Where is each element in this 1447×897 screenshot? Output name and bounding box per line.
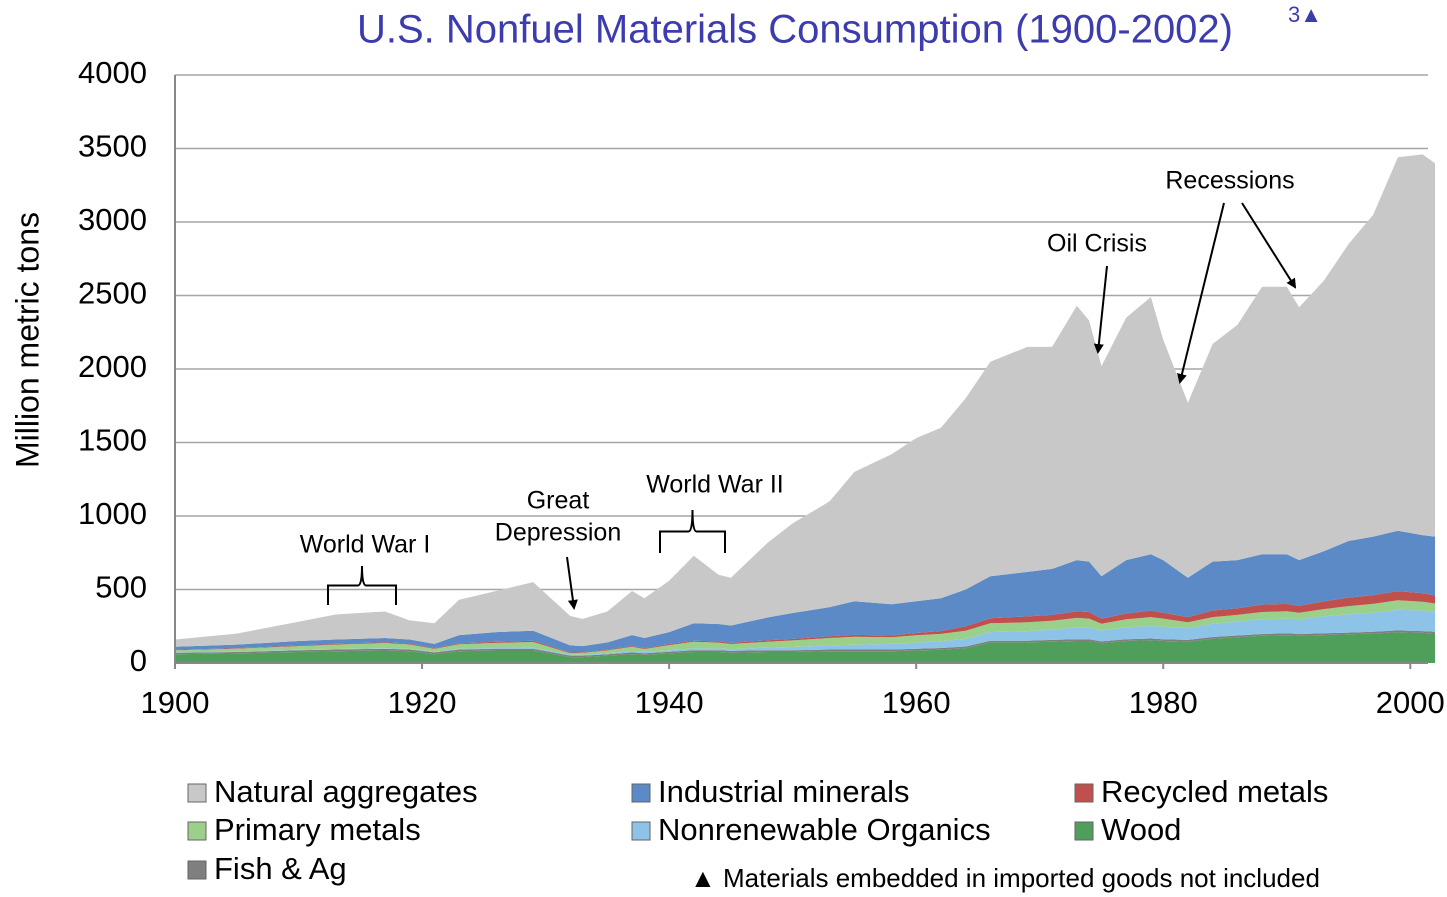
y-tick-label: 2000 (78, 349, 147, 384)
annotation: Depression (495, 519, 621, 547)
arrow (1241, 202, 1297, 289)
area (175, 609, 1435, 656)
legend-label: Primary metals (214, 812, 421, 847)
y-axis-label: Million metric tons (9, 212, 45, 468)
legend-label: Industrial minerals (658, 774, 910, 809)
legend-swatch (187, 783, 207, 803)
x-tick-label: 1980 (1129, 685, 1198, 720)
legend-swatch (1074, 783, 1094, 803)
area (175, 154, 1435, 647)
annotation: Recessions (1165, 167, 1294, 195)
legend-swatch (631, 783, 651, 803)
annotation: Oil Crisis (1047, 230, 1147, 258)
arrow (566, 556, 578, 610)
annotation: World War I (300, 531, 431, 559)
y-tick-label: 0 (130, 643, 147, 678)
x-tick-label: 1900 (141, 685, 210, 720)
x-tick-label: 1940 (635, 685, 704, 720)
area (175, 630, 1435, 658)
legend-swatch (1074, 821, 1094, 841)
x-tick-label: 2000 (1376, 685, 1445, 720)
legend-label: Natural aggregates (214, 774, 478, 809)
legend-label: Nonrenewable Organics (658, 812, 991, 847)
legend-swatch (187, 860, 207, 880)
annotation: World War II (646, 471, 784, 499)
y-tick-label: 1500 (78, 423, 147, 458)
legend-swatch (187, 821, 207, 841)
area (175, 600, 1435, 655)
y-tick-label: 3500 (78, 129, 147, 164)
legend-swatch (631, 821, 651, 841)
y-tick-label: 4000 (78, 55, 147, 90)
arrow (1093, 265, 1108, 354)
x-tick-label: 1920 (388, 685, 457, 720)
annotation: Great (527, 487, 590, 515)
footnote: ▲ Materials embedded in imported goods n… (690, 863, 1320, 893)
area (175, 530, 1435, 653)
brace (327, 565, 397, 605)
y-tick-label: 500 (95, 570, 147, 605)
title-note: 3▲ (1288, 2, 1322, 27)
area (175, 632, 1435, 663)
y-tick-label: 3000 (78, 202, 147, 237)
legend-label: Wood (1101, 812, 1181, 847)
y-tick-label: 2500 (78, 276, 147, 311)
brace (659, 509, 726, 553)
x-tick-label: 1960 (882, 685, 951, 720)
legend-label: Fish & Ag (214, 851, 347, 886)
y-tick-label: 1000 (78, 496, 147, 531)
arrow (1177, 202, 1225, 384)
chart-title: U.S. Nonfuel Materials Consumption (1900… (357, 8, 1233, 52)
legend-label: Recycled metals (1101, 774, 1328, 809)
